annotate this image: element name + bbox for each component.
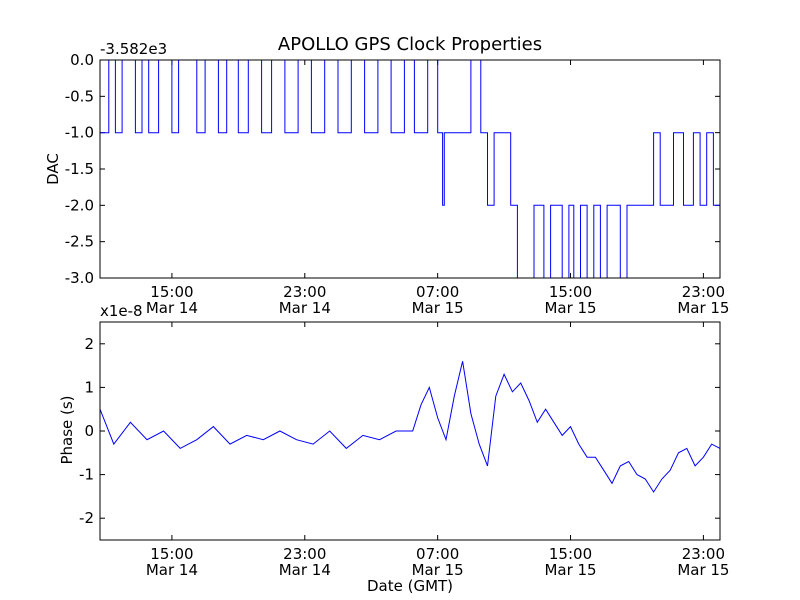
- top-x-tick-date: Mar 15: [677, 299, 729, 317]
- bot-x-tick-time: 15:00: [549, 545, 592, 563]
- top-x-tick-date: Mar 15: [412, 299, 464, 317]
- bot-y-tick-label: 0: [84, 422, 94, 440]
- bot-x-tick-time: 23:00: [682, 545, 725, 563]
- top-x-tick-time: 23:00: [682, 283, 725, 301]
- x-axis-label: Date (GMT): [367, 577, 453, 595]
- top-y-tick-label: -0.5: [65, 87, 94, 105]
- top-x-tick-date: Mar 15: [544, 299, 596, 317]
- bot-x-tick-time: 07:00: [416, 545, 459, 563]
- bot-y-tick-label: -1: [79, 466, 94, 484]
- phase-plot-frame: [99, 321, 721, 541]
- dac-offset-text: -3.582e3: [100, 40, 167, 58]
- top-x-tick-date: Mar 14: [146, 299, 198, 317]
- bot-x-tick-time: 15:00: [150, 545, 193, 563]
- bot-x-tick-date: Mar 15: [544, 561, 596, 579]
- phase-series-line: [100, 361, 720, 493]
- top-x-tick-time: 15:00: [150, 283, 193, 301]
- chart-title: APOLLO GPS Clock Properties: [278, 34, 542, 55]
- bot-x-tick-date: Mar 15: [412, 561, 464, 579]
- top-x-tick-time: 15:00: [549, 283, 592, 301]
- bot-y-tick-label: -2: [79, 509, 94, 527]
- dac-y-label: DAC: [44, 153, 62, 185]
- top-y-tick-label: -3.0: [65, 269, 94, 287]
- dac-plot-frame: [99, 59, 721, 279]
- bot-x-tick-date: Mar 14: [146, 561, 198, 579]
- top-y-tick-label: -2.0: [65, 196, 94, 214]
- bot-y-tick-label: 1: [84, 378, 94, 396]
- top-x-tick-date: Mar 14: [279, 299, 331, 317]
- top-x-tick-time: 07:00: [416, 283, 459, 301]
- phase-offset-text: x1e-8: [100, 302, 143, 320]
- bot-x-tick-date: Mar 14: [279, 561, 331, 579]
- top-x-tick-time: 23:00: [283, 283, 326, 301]
- top-y-tick-label: 0.0: [70, 51, 94, 69]
- top-y-tick-label: -1.5: [65, 160, 94, 178]
- bot-y-tick-label: 2: [84, 335, 94, 353]
- bot-x-tick-date: Mar 15: [677, 561, 729, 579]
- dac-series-line: [100, 60, 720, 278]
- phase-y-label: Phase (s): [58, 395, 76, 464]
- top-y-tick-label: -2.5: [65, 233, 94, 251]
- top-y-tick-label: -1.0: [65, 124, 94, 142]
- bot-x-tick-time: 23:00: [283, 545, 326, 563]
